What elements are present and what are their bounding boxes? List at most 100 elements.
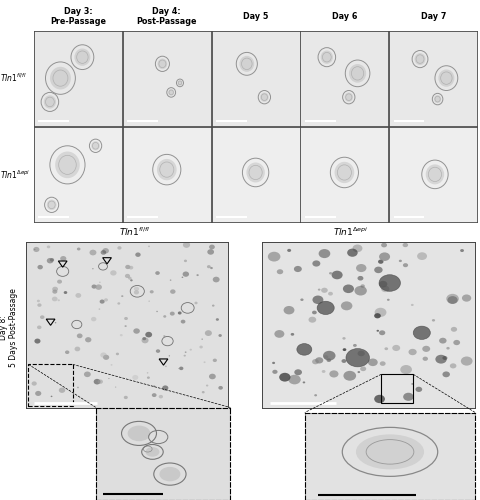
- Circle shape: [287, 249, 291, 252]
- Circle shape: [318, 288, 321, 290]
- Circle shape: [33, 247, 39, 252]
- Circle shape: [347, 248, 358, 257]
- Circle shape: [374, 395, 385, 403]
- Circle shape: [74, 346, 80, 352]
- Circle shape: [411, 304, 414, 306]
- Circle shape: [52, 290, 57, 294]
- Circle shape: [77, 386, 79, 388]
- Circle shape: [92, 284, 96, 288]
- Circle shape: [157, 159, 177, 180]
- Circle shape: [91, 141, 100, 150]
- Circle shape: [317, 302, 334, 314]
- Circle shape: [44, 96, 56, 108]
- Circle shape: [178, 80, 182, 86]
- Circle shape: [379, 274, 400, 291]
- Circle shape: [376, 330, 379, 332]
- Text: Day 5: Day 5: [243, 12, 268, 20]
- Circle shape: [294, 370, 302, 376]
- Circle shape: [115, 386, 116, 388]
- Circle shape: [142, 338, 149, 344]
- Circle shape: [168, 89, 174, 96]
- Circle shape: [181, 276, 183, 278]
- Circle shape: [360, 284, 365, 288]
- Circle shape: [332, 270, 343, 280]
- Circle shape: [413, 326, 431, 340]
- Text: Day 6: Day 6: [332, 12, 357, 20]
- Circle shape: [209, 374, 216, 380]
- Circle shape: [47, 200, 57, 210]
- Circle shape: [75, 293, 81, 298]
- Circle shape: [179, 366, 183, 370]
- Circle shape: [150, 290, 154, 294]
- Circle shape: [202, 391, 204, 394]
- Circle shape: [170, 280, 171, 281]
- Circle shape: [124, 396, 128, 399]
- Circle shape: [422, 346, 430, 352]
- Circle shape: [392, 345, 400, 351]
- Circle shape: [116, 352, 119, 356]
- Circle shape: [92, 268, 94, 270]
- Circle shape: [178, 312, 181, 314]
- Circle shape: [323, 351, 336, 360]
- Circle shape: [411, 383, 414, 385]
- Circle shape: [272, 370, 277, 374]
- Bar: [28, 364, 73, 406]
- Circle shape: [132, 375, 138, 380]
- Circle shape: [453, 340, 460, 345]
- Circle shape: [277, 269, 283, 274]
- Circle shape: [148, 246, 150, 247]
- Circle shape: [387, 298, 390, 301]
- Circle shape: [343, 284, 354, 293]
- Circle shape: [37, 326, 41, 329]
- Circle shape: [309, 316, 316, 322]
- Circle shape: [349, 64, 366, 82]
- Circle shape: [148, 300, 150, 302]
- Text: Day 7: Day 7: [420, 12, 446, 20]
- Circle shape: [159, 395, 163, 398]
- Circle shape: [199, 346, 203, 348]
- Circle shape: [47, 258, 53, 264]
- Circle shape: [157, 58, 168, 69]
- Text: $Tln1^{\Delta epi}$: $Tln1^{\Delta epi}$: [0, 168, 31, 180]
- Circle shape: [319, 249, 330, 258]
- Circle shape: [65, 350, 70, 354]
- Circle shape: [426, 164, 444, 184]
- Circle shape: [213, 358, 217, 362]
- Circle shape: [110, 364, 112, 366]
- Circle shape: [381, 243, 387, 248]
- Circle shape: [446, 347, 450, 350]
- Circle shape: [400, 365, 412, 374]
- Circle shape: [84, 372, 91, 377]
- Circle shape: [434, 95, 441, 103]
- Circle shape: [312, 260, 320, 266]
- Circle shape: [294, 266, 302, 272]
- Circle shape: [108, 378, 109, 379]
- Circle shape: [110, 270, 117, 276]
- Circle shape: [210, 267, 213, 269]
- Circle shape: [353, 344, 357, 347]
- Circle shape: [358, 350, 365, 356]
- Circle shape: [438, 70, 455, 87]
- Circle shape: [165, 366, 167, 367]
- Circle shape: [128, 426, 150, 441]
- Circle shape: [118, 246, 121, 250]
- Circle shape: [59, 388, 65, 393]
- Circle shape: [358, 276, 363, 280]
- Circle shape: [435, 355, 447, 364]
- Circle shape: [356, 434, 424, 470]
- Circle shape: [170, 312, 175, 316]
- Circle shape: [352, 244, 362, 252]
- Circle shape: [209, 244, 215, 250]
- Circle shape: [121, 295, 123, 297]
- Circle shape: [329, 272, 332, 274]
- Circle shape: [102, 248, 109, 254]
- Circle shape: [379, 330, 385, 335]
- Circle shape: [461, 356, 473, 366]
- Circle shape: [89, 250, 96, 256]
- Circle shape: [358, 371, 360, 373]
- Circle shape: [183, 242, 190, 248]
- Circle shape: [312, 296, 324, 304]
- Circle shape: [182, 272, 189, 277]
- Circle shape: [312, 359, 319, 364]
- Circle shape: [291, 333, 294, 336]
